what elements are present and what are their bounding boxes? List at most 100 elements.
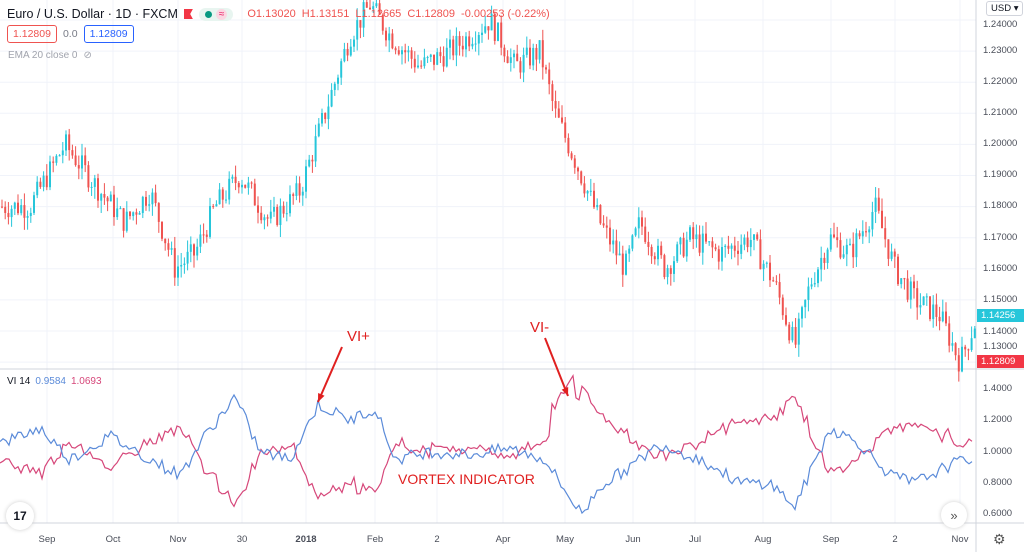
candle-body xyxy=(628,248,631,254)
buy-button[interactable]: 1.12809 xyxy=(83,25,134,43)
candle-body xyxy=(525,47,528,55)
candle-body xyxy=(237,183,240,188)
candle-body xyxy=(183,263,186,266)
time-tick: Sep xyxy=(38,534,56,545)
candle-body xyxy=(346,48,349,56)
candle-body xyxy=(724,245,727,248)
candle-body xyxy=(77,165,80,169)
time-tick: Sep xyxy=(822,534,840,545)
candle-body xyxy=(29,212,32,217)
candle-body xyxy=(205,234,208,237)
candle-body xyxy=(823,257,826,264)
ohlc-low: L1.12665 xyxy=(355,8,402,20)
candle-body xyxy=(717,249,720,262)
candle-body xyxy=(113,194,115,218)
candle-body xyxy=(26,216,29,218)
ohlc-open: O1.13020 xyxy=(247,8,296,20)
candle-body xyxy=(970,338,973,350)
candle-body xyxy=(845,244,848,255)
candle-body xyxy=(257,205,259,213)
annotation-arrow xyxy=(544,337,569,397)
arrow-head xyxy=(561,387,569,396)
symbol-title[interactable]: Euro / U.S. Dollar · 1D · FXCM xyxy=(7,7,178,21)
vi-legend[interactable]: VI 14 0.9584 1.0693 xyxy=(7,376,102,387)
candle-body xyxy=(941,311,944,322)
last-price-tag: 1.14256 xyxy=(977,309,1024,322)
candle-body xyxy=(209,206,211,237)
candle-body xyxy=(637,217,640,229)
candle-body xyxy=(794,327,797,345)
candle-body xyxy=(225,199,227,201)
settings-gear-icon[interactable]: ⚙ xyxy=(993,531,1006,547)
candle-body xyxy=(407,50,410,53)
candle-body xyxy=(311,159,314,162)
candle-body xyxy=(180,265,183,267)
candle-body xyxy=(314,136,317,162)
currency-dropdown[interactable]: USD ▾ xyxy=(986,1,1024,16)
vi-tick: 0.8000 xyxy=(983,476,1013,488)
candle-body xyxy=(129,211,131,217)
eye-hidden-icon[interactable]: ⊘ xyxy=(83,50,92,61)
candle-body xyxy=(340,61,343,78)
scroll-to-realtime-button[interactable]: » xyxy=(941,502,967,528)
candle-body xyxy=(186,251,189,264)
sell-button[interactable]: 1.12809 xyxy=(7,25,57,43)
candle-body xyxy=(605,225,608,228)
price-tick: 1.14000 xyxy=(983,326,1018,337)
ohlc-change: -0.00253 (-0.22%) xyxy=(461,8,550,20)
candle-body xyxy=(36,181,39,196)
candle-body xyxy=(602,223,605,226)
time-tick: 2018 xyxy=(295,534,317,545)
time-tick: Jul xyxy=(688,534,702,545)
candle-body xyxy=(625,253,627,275)
candle-body xyxy=(413,58,416,68)
candle-body xyxy=(170,248,173,250)
candle-body xyxy=(749,239,752,248)
candle-body xyxy=(785,315,787,325)
arrow-head xyxy=(318,393,325,402)
candle-body xyxy=(442,56,445,67)
market-status[interactable]: ≈ xyxy=(198,7,234,21)
candle-body xyxy=(663,255,666,278)
candle-body xyxy=(477,34,480,44)
candle-body xyxy=(877,197,880,211)
candle-body xyxy=(529,47,531,66)
candle-body xyxy=(109,194,112,202)
candle-body xyxy=(7,212,10,218)
candle-body xyxy=(417,65,419,68)
candle-body xyxy=(122,208,125,231)
trade-buttons: 1.12809 0.0 1.12809 xyxy=(7,25,134,43)
candle-body xyxy=(730,245,733,249)
candle-body xyxy=(10,208,13,218)
candle-body xyxy=(378,3,381,15)
candle-body xyxy=(522,54,525,73)
candle-body xyxy=(781,297,784,316)
candle-body xyxy=(650,246,653,257)
flag-icon[interactable] xyxy=(183,9,193,19)
candle-body xyxy=(964,346,967,350)
time-tick: Feb xyxy=(366,534,384,545)
price-tick: 1.15000 xyxy=(983,294,1018,305)
candle-body xyxy=(506,56,509,63)
candle-body xyxy=(916,288,919,308)
candle-body xyxy=(871,212,874,230)
candle-body xyxy=(765,262,768,264)
ema-legend[interactable]: EMA 20 close 0 ⊘ xyxy=(8,50,92,61)
candle-body xyxy=(791,327,794,341)
candle-body xyxy=(967,349,970,351)
candle-body xyxy=(481,32,483,35)
candle-body xyxy=(420,65,423,67)
time-tick: Apr xyxy=(495,534,511,545)
time-tick: Aug xyxy=(754,534,772,545)
candle-body xyxy=(849,243,851,245)
vi-tick: 1.4000 xyxy=(983,383,1013,394)
candle-body xyxy=(701,233,704,253)
candle-body xyxy=(250,182,253,184)
candle-body xyxy=(244,184,247,188)
candle-body xyxy=(689,227,691,240)
tradingview-logo[interactable]: 17 xyxy=(6,502,34,530)
candle-body xyxy=(391,33,394,49)
candle-body xyxy=(215,204,218,207)
candle-body xyxy=(343,48,346,62)
